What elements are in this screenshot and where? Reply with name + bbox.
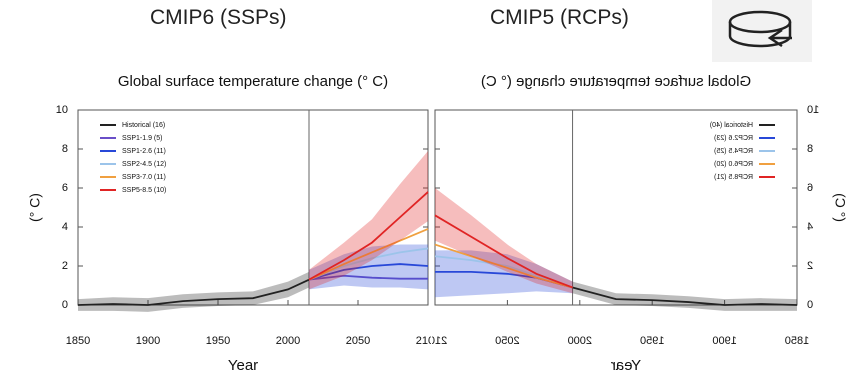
legend-label: SSP1-2.6 (11) bbox=[122, 148, 166, 155]
y-tick-label: 4 bbox=[62, 221, 68, 233]
x-tick-label: 1850 bbox=[66, 335, 90, 347]
plot-frame bbox=[434, 109, 798, 306]
legend-label: RCP2.6 (23) bbox=[714, 135, 753, 142]
legend-label: SSP1-1.9 (5) bbox=[122, 135, 162, 142]
y-tick-label: 8 bbox=[807, 143, 813, 155]
heading: CMIP5 (RCPs) bbox=[490, 6, 629, 29]
plot-frame bbox=[77, 109, 429, 306]
series-line bbox=[308, 263, 429, 281]
rotate-icon[interactable] bbox=[712, 0, 812, 62]
x-tick-label: 2000 bbox=[568, 335, 592, 347]
x-axis-label: Year bbox=[228, 357, 258, 374]
series-line bbox=[308, 191, 429, 281]
x-tick-label: 1900 bbox=[136, 335, 160, 347]
legend-label: Historical (40) bbox=[710, 122, 753, 129]
legend-label: Historical (16) bbox=[122, 122, 165, 129]
x-tick-label: 2100 bbox=[432, 335, 447, 347]
x-tick-label: 2000 bbox=[276, 335, 300, 347]
series-line bbox=[434, 255, 573, 289]
series-line bbox=[308, 228, 429, 281]
x-tick-label: 2100 bbox=[416, 335, 431, 347]
x-tick-label: 1900 bbox=[712, 335, 736, 347]
chart-title: Global surface temperature change (° C) bbox=[118, 73, 388, 90]
y-tick-label: 2 bbox=[807, 260, 813, 272]
chart-body: Global surface temperature change (° C) Y… bbox=[27, 73, 431, 374]
y-axis-label: (° C) bbox=[832, 193, 848, 222]
y-axis-label: (° C) bbox=[27, 193, 43, 222]
legend-label: SSP2-4.5 (12) bbox=[122, 161, 166, 168]
series-line bbox=[434, 214, 573, 289]
legend-label: SSP5-8.5 (10) bbox=[122, 187, 166, 194]
x-tick-label: 1950 bbox=[640, 335, 664, 347]
series-line bbox=[308, 274, 428, 281]
series-line bbox=[434, 243, 573, 289]
uncertainty-band bbox=[309, 150, 428, 290]
legend-label: SSP3-7.0 (11) bbox=[122, 174, 166, 181]
x-tick-label: 1950 bbox=[206, 335, 230, 347]
heading: CMIP6 (SSPs) bbox=[150, 6, 287, 29]
x-axis-label: Year bbox=[611, 357, 641, 374]
y-tick-label: 6 bbox=[807, 182, 813, 194]
y-tick-label: 0 bbox=[807, 299, 813, 311]
uncertainty-band bbox=[435, 188, 573, 294]
legend-label: RCP8.5 (21) bbox=[714, 174, 753, 181]
x-tick-label: 2050 bbox=[495, 335, 519, 347]
series-line bbox=[308, 247, 429, 281]
x-tick-label: 1850 bbox=[785, 335, 809, 347]
chart: Global surface temperature change (° C) Y… bbox=[27, 73, 431, 374]
legend-label: RCP6.0 (20) bbox=[714, 161, 753, 168]
chart: Global surface temperature change (° C) Y… bbox=[432, 73, 848, 374]
y-tick-label: 2 bbox=[62, 260, 68, 272]
legend-label: RCP4.5 (25) bbox=[714, 148, 753, 155]
series-line bbox=[77, 278, 310, 306]
rotate-icon-graphic bbox=[728, 10, 792, 48]
x-tick-label: 2050 bbox=[346, 335, 370, 347]
uncertainty-band bbox=[572, 281, 797, 311]
chart-body: Global surface temperature change (° C) Y… bbox=[432, 73, 848, 374]
y-tick-label: 10 bbox=[56, 104, 68, 116]
y-tick-label: 4 bbox=[807, 221, 813, 233]
chart-title: Global surface temperature change (° C) bbox=[481, 73, 751, 90]
y-tick-label: 10 bbox=[807, 104, 819, 116]
series-line bbox=[572, 286, 798, 306]
y-tick-label: 8 bbox=[62, 143, 68, 155]
uncertainty-band bbox=[78, 271, 309, 312]
y-tick-label: 6 bbox=[62, 182, 68, 194]
y-tick-label: 0 bbox=[62, 299, 68, 311]
